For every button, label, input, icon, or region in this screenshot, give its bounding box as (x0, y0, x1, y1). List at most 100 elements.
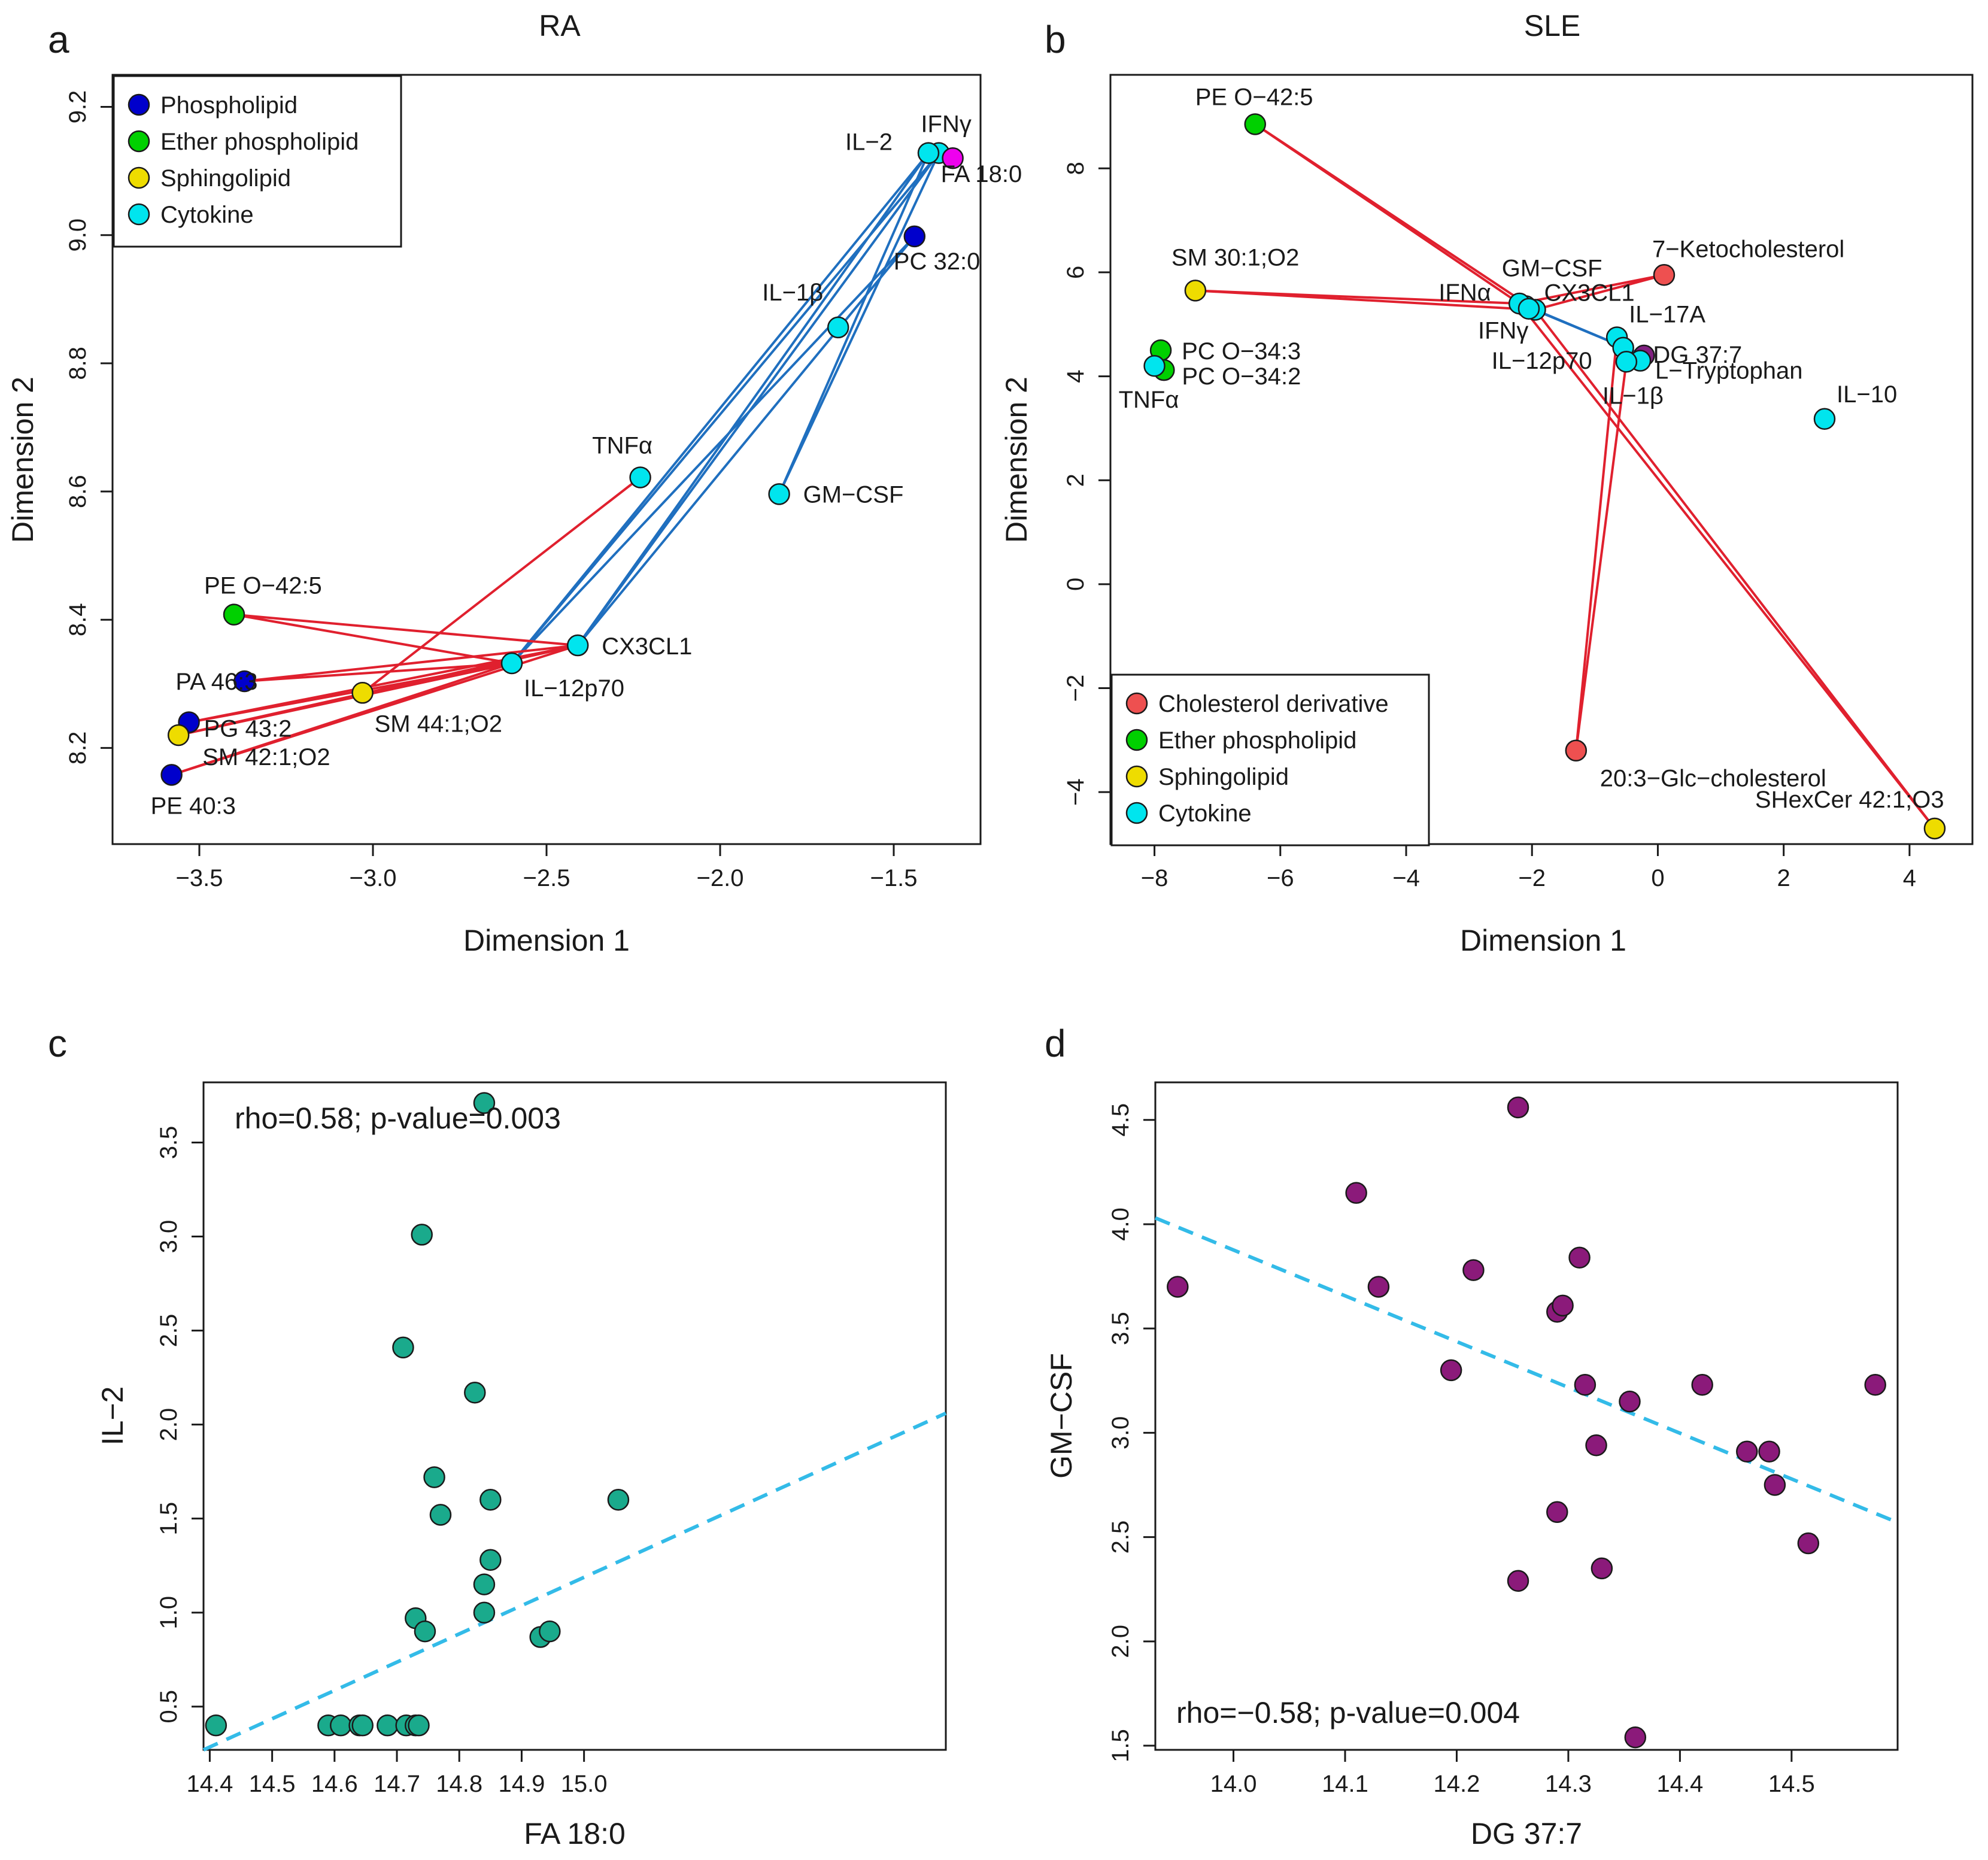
point-label-KETO: 7−Ketocholesterol (1652, 236, 1844, 262)
panel-d-plot-frame (1154, 1081, 1899, 1751)
point-label-LTRP: L−Tryptophan (1655, 358, 1802, 384)
legend-box (113, 75, 402, 248)
legend-label: Cholesterol derivative (1158, 691, 1389, 717)
panel-c-correlation-annotation: rho=0.58; p-value=0.003 (235, 1102, 561, 1135)
point-IL1b (1615, 351, 1638, 373)
y-tick-label: 9.0 (65, 219, 91, 252)
x-tick-label: −6 (1267, 865, 1294, 891)
scatter-point (479, 1489, 502, 1511)
y-tick-label: 2.5 (1107, 1521, 1134, 1554)
panel-b-title: SLE (1524, 9, 1581, 43)
scatter-point (377, 1714, 399, 1737)
scatter-point (1764, 1474, 1786, 1496)
scatter-point (1864, 1373, 1886, 1396)
edge-KETO-IFNa (1519, 274, 1665, 305)
legend-marker (128, 93, 150, 116)
legend-marker (1125, 802, 1148, 824)
edge-IFNg-CX3CL1 (576, 152, 940, 647)
point-label-IFNg: IFNγ (1478, 318, 1528, 344)
scatter-point (473, 1601, 496, 1624)
y-tick-label: 8.6 (65, 475, 91, 508)
panel-c-trend-line (202, 1412, 947, 1752)
scatter-point (1574, 1373, 1597, 1396)
panel-b-plot-frame (1109, 74, 1974, 845)
panel-b-x-axis-label: Dimension 1 (1460, 924, 1626, 957)
y-tick-label: 2 (1063, 474, 1089, 487)
edge-PA463-CX3CL1 (244, 644, 578, 682)
edge-PEO425-CX3CL1 (1254, 123, 1536, 311)
edge-IFNg-GMCSF (778, 152, 940, 495)
point-label-FA180: FA 18:0 (941, 161, 1022, 187)
y-tick-label: 1.0 (156, 1596, 182, 1630)
point-label-IL12p70: IL−12p70 (524, 675, 624, 702)
panel-a-x-ticks: −3.5 −3.0 −2.5 −2.0 −1.5 (176, 844, 918, 891)
legend-marker (1125, 765, 1148, 788)
scatter-point (539, 1620, 561, 1643)
legend-marker (128, 203, 150, 226)
x-tick-label: 14.2 (1434, 1771, 1480, 1797)
point-label-IL1b: IL−1β (762, 280, 823, 306)
point-label-IFNa: IFNα (1438, 280, 1491, 306)
y-tick-label: 4.5 (1107, 1103, 1134, 1137)
panel-c-letter: c (48, 1022, 67, 1065)
point-label-SM301: SM 30:1;O2 (1171, 244, 1299, 271)
scatter-point (1591, 1557, 1613, 1580)
legend-marker (128, 130, 150, 153)
panel-d-trend-line (1154, 1216, 1899, 1524)
panel-b-edges (1195, 123, 1936, 830)
point-SHEX (1923, 817, 1946, 840)
scatter-point (408, 1714, 430, 1737)
point-GLC (1565, 739, 1588, 761)
panel-c-y-axis-label: IL−2 (96, 1386, 129, 1446)
point-IL10 (1813, 408, 1836, 430)
point-TNFa (1143, 354, 1166, 377)
y-tick-label: 2.0 (1107, 1625, 1134, 1658)
edge-SM441-TNFa (362, 476, 641, 694)
scatter-point (1736, 1440, 1758, 1462)
edge-PC320-CX3CL1 (576, 235, 916, 647)
point-label-CX3CL1: CX3CL1 (602, 633, 692, 660)
point-PE403 (160, 764, 183, 786)
legend-label: Phospholipid (160, 92, 298, 119)
x-tick-label: −3.0 (350, 865, 397, 891)
scatter-point (429, 1504, 452, 1526)
panel-d-letter: d (1045, 1022, 1066, 1065)
point-label-GLC: 20:3−Glc−cholesterol (1600, 766, 1826, 792)
edge-IL2-IL12p70 (511, 152, 930, 664)
point-label-IL12p70: IL−12p70 (1492, 348, 1592, 374)
point-IL1b (827, 316, 849, 339)
y-tick-label: −4 (1063, 778, 1089, 806)
point-label-TNFa: TNFα (592, 432, 652, 459)
point-label-SHEX: SHexCer 42:1;O3 (1755, 787, 1944, 813)
y-tick-label: 4 (1063, 369, 1089, 383)
point-label-DG377: DG 37:7 (1653, 342, 1742, 368)
point-PEO425 (1244, 113, 1267, 135)
panel-b: b SLE −8 −6 −4 −2 0 2 4 −4 −2 0 2 4 6 8 PE O−42:5 7−K… (1000, 9, 1974, 957)
x-tick-label: 14.9 (498, 1771, 545, 1797)
scatter-point (423, 1466, 445, 1488)
scatter-point (473, 1092, 496, 1114)
x-tick-label: −1.5 (870, 865, 918, 891)
panel-d-y-axis-label: GM−CSF (1045, 1353, 1078, 1479)
y-tick-label: 4.0 (1107, 1207, 1134, 1241)
panel-b-letter: b (1045, 18, 1066, 61)
y-tick-label: 9.2 (65, 90, 91, 124)
panel-d-x-axis-label: DG 37:7 (1471, 1817, 1582, 1850)
panel-c-y-ticks: 0.5 1.0 1.5 2.0 2.5 3.0 3.5 (156, 1126, 204, 1724)
edge-IL2-GMCSF (778, 152, 930, 495)
scatter-point (414, 1620, 436, 1643)
scatter-point (464, 1381, 486, 1404)
x-tick-label: 0 (1651, 865, 1664, 891)
legend-label: Sphingolipid (1158, 764, 1289, 790)
point-SM421 (167, 724, 190, 747)
scatter-point (1691, 1373, 1713, 1396)
x-tick-label: 2 (1777, 865, 1790, 891)
panel-a-letter: a (48, 18, 69, 61)
point-label-IL2: IL−2 (845, 129, 893, 156)
edge-PC320-IL12p70 (511, 235, 916, 664)
scatter-point (1167, 1276, 1189, 1298)
point-SM441 (351, 682, 374, 704)
x-tick-label: 4 (1903, 865, 1916, 891)
x-tick-label: 14.8 (436, 1771, 482, 1797)
point-IL2 (917, 142, 940, 164)
